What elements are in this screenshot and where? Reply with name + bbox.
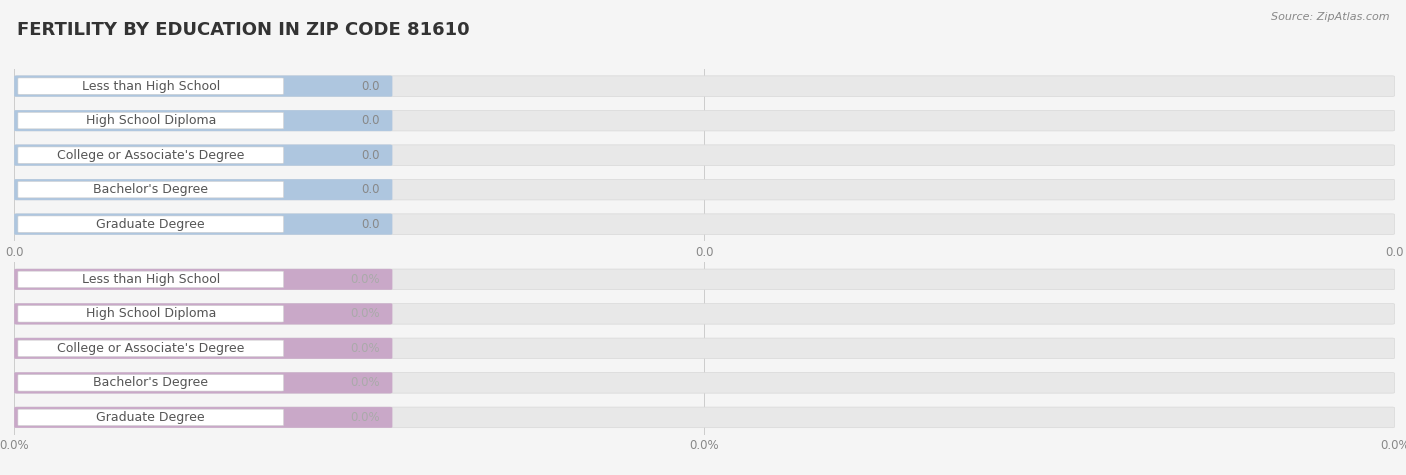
FancyBboxPatch shape	[18, 271, 284, 287]
FancyBboxPatch shape	[18, 181, 284, 198]
Text: 0.0: 0.0	[361, 149, 380, 162]
FancyBboxPatch shape	[18, 409, 284, 426]
Text: 0.0: 0.0	[361, 114, 380, 127]
FancyBboxPatch shape	[14, 304, 1395, 324]
Text: 0.0%: 0.0%	[350, 342, 380, 355]
FancyBboxPatch shape	[14, 76, 392, 96]
FancyBboxPatch shape	[18, 78, 284, 95]
FancyBboxPatch shape	[14, 214, 1395, 235]
Text: 0.0%: 0.0%	[350, 273, 380, 286]
FancyBboxPatch shape	[14, 145, 392, 165]
FancyBboxPatch shape	[14, 180, 392, 200]
FancyBboxPatch shape	[18, 340, 284, 357]
FancyBboxPatch shape	[18, 375, 284, 391]
Text: College or Associate's Degree: College or Associate's Degree	[58, 342, 245, 355]
FancyBboxPatch shape	[14, 145, 1395, 165]
FancyBboxPatch shape	[14, 338, 1395, 359]
Text: 0.0%: 0.0%	[350, 411, 380, 424]
FancyBboxPatch shape	[14, 214, 392, 235]
FancyBboxPatch shape	[14, 372, 1395, 393]
Text: High School Diploma: High School Diploma	[86, 114, 217, 127]
FancyBboxPatch shape	[18, 306, 284, 322]
Text: Graduate Degree: Graduate Degree	[97, 411, 205, 424]
Text: 0.0: 0.0	[361, 80, 380, 93]
FancyBboxPatch shape	[14, 269, 392, 290]
Text: High School Diploma: High School Diploma	[86, 307, 217, 320]
Text: FERTILITY BY EDUCATION IN ZIP CODE 81610: FERTILITY BY EDUCATION IN ZIP CODE 81610	[17, 21, 470, 39]
Text: Bachelor's Degree: Bachelor's Degree	[93, 183, 208, 196]
FancyBboxPatch shape	[14, 76, 1395, 96]
FancyBboxPatch shape	[14, 407, 1395, 428]
FancyBboxPatch shape	[14, 180, 1395, 200]
Text: Graduate Degree: Graduate Degree	[97, 218, 205, 231]
FancyBboxPatch shape	[14, 304, 392, 324]
Text: 0.0%: 0.0%	[350, 307, 380, 320]
FancyBboxPatch shape	[14, 110, 1395, 131]
Text: Less than High School: Less than High School	[82, 273, 219, 286]
FancyBboxPatch shape	[14, 269, 1395, 290]
FancyBboxPatch shape	[14, 407, 392, 428]
Text: 0.0: 0.0	[361, 183, 380, 196]
FancyBboxPatch shape	[14, 110, 392, 131]
FancyBboxPatch shape	[14, 338, 392, 359]
Text: 0.0: 0.0	[361, 218, 380, 231]
Text: Less than High School: Less than High School	[82, 80, 219, 93]
FancyBboxPatch shape	[18, 113, 284, 129]
Text: College or Associate's Degree: College or Associate's Degree	[58, 149, 245, 162]
FancyBboxPatch shape	[18, 216, 284, 232]
FancyBboxPatch shape	[18, 147, 284, 163]
Text: Bachelor's Degree: Bachelor's Degree	[93, 376, 208, 390]
FancyBboxPatch shape	[14, 372, 392, 393]
Text: Source: ZipAtlas.com: Source: ZipAtlas.com	[1271, 12, 1389, 22]
Text: 0.0%: 0.0%	[350, 376, 380, 390]
